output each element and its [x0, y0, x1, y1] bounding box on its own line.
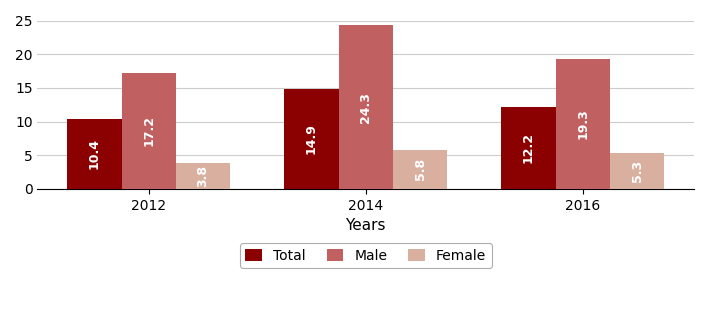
- Text: 19.3: 19.3: [576, 109, 589, 139]
- Bar: [393, 150, 447, 189]
- Bar: [67, 119, 121, 189]
- X-axis label: Years: Years: [345, 218, 386, 233]
- Bar: [501, 107, 556, 189]
- Text: 17.2: 17.2: [143, 116, 155, 146]
- Bar: [284, 88, 339, 189]
- Text: 5.3: 5.3: [630, 160, 644, 182]
- Bar: [121, 73, 176, 189]
- Text: 3.8: 3.8: [196, 165, 209, 187]
- Bar: [339, 25, 393, 189]
- Text: 24.3: 24.3: [359, 92, 372, 123]
- Bar: [610, 153, 664, 189]
- Bar: [176, 163, 230, 189]
- Text: 5.8: 5.8: [413, 158, 427, 181]
- Bar: [556, 59, 610, 189]
- Legend: Total, Male, Female: Total, Male, Female: [240, 243, 492, 268]
- Text: 12.2: 12.2: [522, 132, 535, 163]
- Text: 14.9: 14.9: [305, 123, 318, 154]
- Text: 10.4: 10.4: [88, 138, 101, 170]
